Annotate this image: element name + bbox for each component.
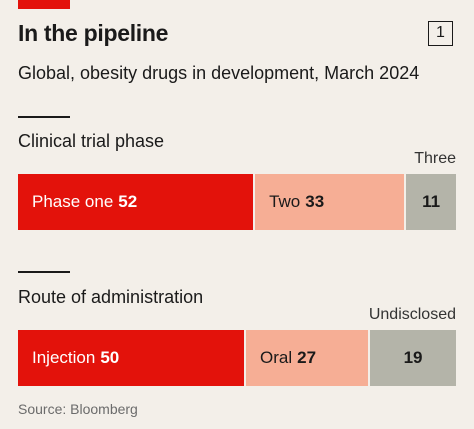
stacked-bar-phase: Phase one 52 Two 33 11 — [18, 174, 456, 230]
chart-title: In the pipeline — [18, 20, 169, 46]
bar-label-injection: Injection — [32, 348, 96, 367]
bar-segment-three: 11 — [406, 174, 456, 230]
outside-label-undisclosed: Undisclosed — [368, 306, 456, 323]
bar-segment-two: Two 33 — [255, 174, 405, 230]
outside-label-three: Three — [414, 150, 456, 167]
source-note: Source: Bloomberg — [18, 401, 138, 417]
bar-value-three: 11 — [422, 192, 441, 211]
bar-value-phase-one: 52 — [118, 192, 138, 211]
section-rule-phase — [18, 116, 70, 118]
bar-value-undisclosed: 19 — [403, 348, 423, 367]
bar-segment-undisclosed: 19 — [370, 330, 456, 386]
bar-label-two: Two — [269, 192, 301, 211]
section-rule-route — [18, 271, 70, 273]
chart-subtitle: Global, obesity drugs in development, Ma… — [18, 63, 420, 83]
brand-tag — [18, 0, 70, 9]
bar-label-phase-one: Phase one — [32, 192, 114, 211]
stacked-bar-route: Injection 50 Oral 27 19 — [18, 330, 456, 386]
section-title-phase: Clinical trial phase — [18, 131, 165, 151]
bar-segment-phase-one: Phase one 52 — [18, 174, 254, 230]
bar-segment-injection: Injection 50 — [18, 330, 245, 386]
bar-value-two: 33 — [305, 192, 325, 211]
figure-number: 1 — [428, 21, 453, 46]
section-title-route: Route of administration — [18, 287, 204, 307]
bar-value-oral: 27 — [297, 348, 317, 367]
bar-value-injection: 50 — [100, 348, 120, 367]
bar-segment-oral: Oral 27 — [246, 330, 369, 386]
bar-label-oral: Oral — [260, 348, 293, 367]
